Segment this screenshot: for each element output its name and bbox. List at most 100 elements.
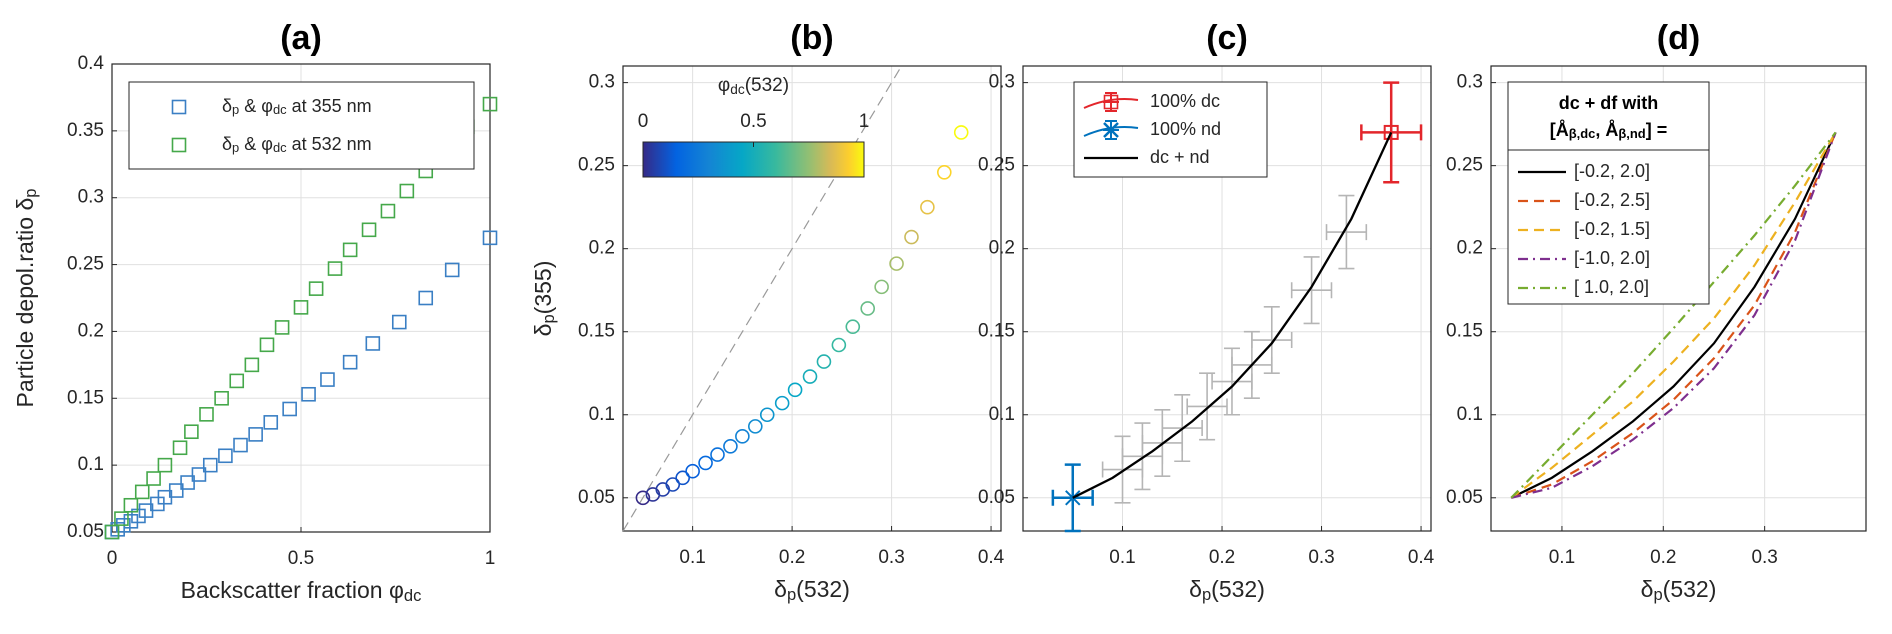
marker-square xyxy=(229,373,245,389)
x-tick-label: 1 xyxy=(485,548,496,569)
x-axis-label: Backscatter fraction φdc xyxy=(181,577,422,605)
legend-label: [-1.0, 2.0] xyxy=(1574,248,1650,268)
marker-square xyxy=(233,437,248,453)
marker-circle xyxy=(953,125,969,140)
marker-square xyxy=(444,262,460,278)
legend-glyph xyxy=(1083,92,1139,112)
marker-circle xyxy=(759,407,775,423)
text-part: δ xyxy=(1189,576,1202,602)
x-tick-label: 0.1 xyxy=(1549,547,1575,568)
y-tick-label: 0.1 xyxy=(1457,404,1483,425)
axes-box xyxy=(111,63,491,533)
y-tick-label: 0.1 xyxy=(989,404,1015,425)
colorbar-title: φdc(532) xyxy=(718,75,789,97)
marker-square xyxy=(248,427,263,442)
y-tick-label: 0.2 xyxy=(1457,238,1483,259)
marker-circle xyxy=(889,256,904,271)
colorbar xyxy=(642,141,865,178)
subscript: β,dc xyxy=(1569,126,1596,141)
x-axis-label: δp(532) xyxy=(1189,576,1265,604)
marker-circle xyxy=(774,395,790,411)
x-tick-label: 0.4 xyxy=(978,547,1005,568)
error-bar-x xyxy=(1325,224,1368,241)
text-part: [Å xyxy=(1550,120,1569,140)
error-bar-x xyxy=(1186,398,1228,415)
marker-square xyxy=(293,300,309,315)
axes-box xyxy=(622,65,1002,532)
text-part: ] = xyxy=(1646,120,1668,140)
text-part: (532) xyxy=(745,75,789,96)
text-part: dc + df with xyxy=(1559,93,1659,113)
subscript: dc xyxy=(730,82,745,97)
text-part: (532) xyxy=(1211,576,1265,602)
text-part: Particle depol.ratio δ xyxy=(12,198,38,408)
x-tick-label: 0 xyxy=(107,548,118,569)
y-tick-label: 0.2 xyxy=(989,238,1015,259)
legend-title: [Åβ,dc, Åβ,nd] = xyxy=(1550,120,1668,142)
legend-label: 100% dc xyxy=(1150,91,1220,111)
legend-label: δp & φdc at 532 nm xyxy=(222,134,372,156)
marker-square xyxy=(263,415,279,430)
marker-square xyxy=(342,242,358,258)
legend-label: δp & φdc at 355 nm xyxy=(222,96,372,118)
y-tick-label: 0.2 xyxy=(589,238,615,259)
colorbar-tick-label: 0.5 xyxy=(740,111,766,132)
legend-box xyxy=(1507,81,1710,305)
marker-square xyxy=(482,96,498,112)
x-tick-label: 0.3 xyxy=(1751,547,1777,568)
y-tick-label: 0.4 xyxy=(78,53,105,74)
y-tick-label: 0.3 xyxy=(1457,72,1483,93)
y-tick-label: 0.35 xyxy=(67,120,104,141)
marker-circle xyxy=(845,319,861,335)
subscript: dc xyxy=(273,102,287,117)
marker-square xyxy=(1383,124,1399,140)
x-tick-label: 0.4 xyxy=(1408,547,1435,568)
marker-square xyxy=(391,314,407,330)
panel-title: (b) xyxy=(790,19,833,57)
marker-square xyxy=(171,99,187,115)
subscript: dc xyxy=(404,586,421,605)
data-line xyxy=(1511,132,1837,499)
marker-circle xyxy=(936,164,952,180)
text-part: & φ xyxy=(239,96,273,116)
x-tick-label: 0.1 xyxy=(679,547,705,568)
y-tick-label: 0.05 xyxy=(978,487,1015,508)
text-part: (532) xyxy=(1663,576,1717,602)
legend-label: [-0.2, 2.0] xyxy=(1574,161,1650,181)
marker-circle xyxy=(685,463,700,479)
marker-square xyxy=(214,390,229,406)
marker-square xyxy=(274,320,290,335)
marker-square xyxy=(259,337,275,353)
marker-square xyxy=(191,467,207,482)
legend-label: [-0.2, 2.5] xyxy=(1574,190,1650,210)
marker-circle xyxy=(665,477,681,492)
subscript: p xyxy=(232,140,239,155)
x-axis-label: δp(532) xyxy=(1641,576,1717,604)
marker-square xyxy=(308,281,324,296)
marker-square xyxy=(114,511,129,526)
panel-title: (c) xyxy=(1206,19,1248,57)
marker-square xyxy=(380,203,396,219)
marker-square xyxy=(104,524,120,540)
text-part: (532) xyxy=(796,576,850,602)
marker-square xyxy=(171,137,187,153)
text-part: at 532 nm xyxy=(287,134,372,154)
data-line xyxy=(1510,132,1837,499)
y-tick-label: 0.25 xyxy=(978,155,1015,176)
data-line xyxy=(1510,131,1837,499)
x-tick-label: 0.3 xyxy=(878,547,904,568)
marker-square xyxy=(134,484,150,500)
y-tick-label: 0.15 xyxy=(578,321,615,342)
text-part: (355) xyxy=(530,261,556,315)
marker-square xyxy=(199,407,214,422)
y-tick-label: 0.25 xyxy=(1446,155,1483,176)
text-part: at 355 nm xyxy=(287,96,372,116)
legend-label: [ 1.0, 2.0] xyxy=(1574,277,1649,297)
data-line xyxy=(1510,131,1837,499)
y-tick-label: 0.15 xyxy=(1446,321,1483,342)
marker-circle xyxy=(698,455,713,471)
text-part: δ xyxy=(222,134,232,154)
marker-square xyxy=(282,401,297,417)
x-tick-label: 0.1 xyxy=(1109,547,1135,568)
